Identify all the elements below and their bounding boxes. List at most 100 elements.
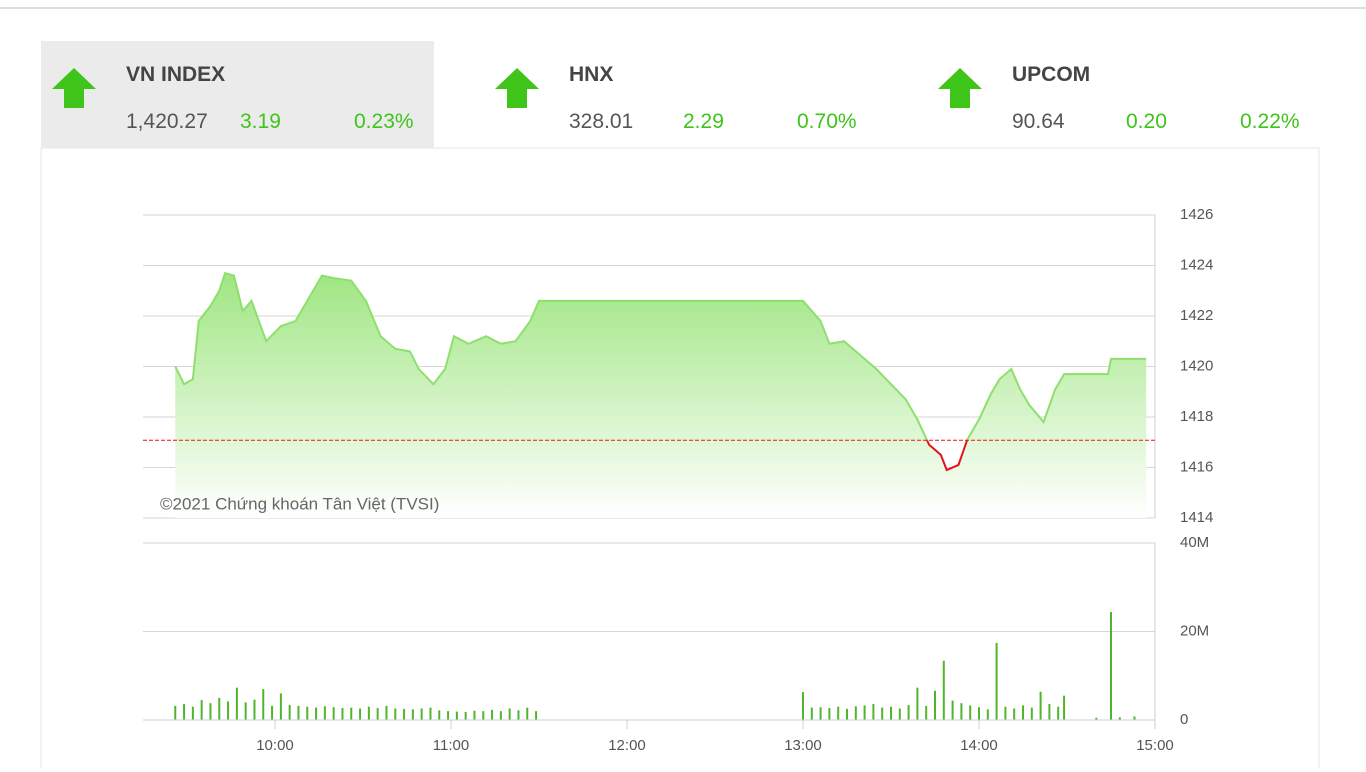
volume-bar bbox=[960, 703, 963, 720]
index-percent: 0.70% bbox=[797, 110, 857, 133]
volume-bar bbox=[227, 701, 230, 720]
volume-bar bbox=[271, 705, 274, 720]
volume-bar bbox=[1063, 695, 1066, 720]
volume-bar bbox=[1095, 717, 1098, 720]
x-tick-label: 14:00 bbox=[960, 737, 998, 754]
volume-bar bbox=[828, 708, 831, 720]
y-tick-label: 1426 bbox=[1180, 206, 1213, 223]
volume-bar bbox=[951, 700, 954, 720]
volume-bar bbox=[262, 689, 265, 720]
volume-bar bbox=[863, 705, 866, 720]
index-change: 2.29 bbox=[683, 110, 724, 133]
volume-bar bbox=[837, 706, 840, 720]
index-value: 1,420.27 bbox=[126, 110, 208, 133]
volume-bar bbox=[200, 700, 203, 720]
volume-bar bbox=[209, 703, 212, 720]
volume-bar bbox=[332, 707, 335, 720]
volume-bar bbox=[1039, 691, 1042, 720]
volume-bar bbox=[1013, 708, 1016, 720]
volume-bar bbox=[1110, 612, 1112, 720]
index-name: VN INDEX bbox=[126, 63, 225, 86]
volume-bar bbox=[279, 693, 282, 720]
volume-bar bbox=[508, 708, 511, 720]
volume-bar bbox=[323, 706, 326, 720]
volume-bar bbox=[1048, 704, 1051, 720]
volume-bar bbox=[1118, 717, 1121, 720]
volume-bar bbox=[315, 707, 318, 720]
volume-bar bbox=[846, 708, 848, 720]
volume-bar bbox=[995, 643, 998, 720]
volume-bar bbox=[1022, 705, 1024, 720]
volume-bar bbox=[499, 711, 502, 720]
volume-bar bbox=[854, 706, 857, 720]
volume-bar bbox=[297, 705, 300, 720]
price-line bbox=[174, 271, 1147, 441]
volume-bar bbox=[350, 707, 353, 720]
x-tick-label: 12:00 bbox=[608, 737, 646, 754]
index-tab[interactable]: UPCOM 90.64 0.20 0.22% bbox=[938, 63, 1300, 133]
volume-bar bbox=[376, 708, 379, 720]
volume-bar bbox=[802, 692, 804, 720]
volume-bar bbox=[244, 702, 247, 720]
y-tick-label: 1416 bbox=[1180, 458, 1213, 475]
volume-bar bbox=[907, 704, 910, 720]
volume-bar bbox=[482, 711, 485, 720]
volume-bar bbox=[183, 704, 186, 720]
active-tab[interactable] bbox=[41, 41, 434, 148]
y-tick-label: 0 bbox=[1180, 711, 1188, 728]
volume-bar bbox=[969, 705, 972, 720]
index-percent: 0.23% bbox=[354, 110, 414, 133]
volume-bar bbox=[1057, 706, 1060, 720]
y-tick-label: 20M bbox=[1180, 622, 1209, 639]
price-area bbox=[175, 273, 1147, 518]
volume-bar bbox=[447, 711, 450, 720]
index-tab[interactable]: VN INDEX 1,420.27 3.19 0.23% bbox=[52, 63, 414, 133]
copyright: ©2021 Chứng khoán Tân Việt (TVSI) bbox=[160, 494, 439, 513]
volume-bar bbox=[491, 709, 494, 720]
volume-bar bbox=[1004, 706, 1007, 720]
volume-bar bbox=[872, 704, 875, 720]
up-arrow bbox=[495, 68, 539, 108]
volume-bar bbox=[191, 706, 194, 720]
volume-bar bbox=[464, 712, 467, 720]
index-value: 90.64 bbox=[1012, 110, 1065, 133]
index-tab[interactable]: HNX 328.01 2.29 0.70% bbox=[495, 63, 857, 133]
y-tick-label: 1424 bbox=[1180, 256, 1213, 273]
y-tick-label: 40M bbox=[1180, 534, 1209, 551]
volume-bar bbox=[986, 709, 989, 720]
volume-bar bbox=[235, 687, 238, 720]
volume-bar bbox=[367, 706, 370, 720]
x-tick-label: 15:00 bbox=[1136, 737, 1174, 754]
volume-bar bbox=[385, 705, 388, 720]
y-tick-label: 1422 bbox=[1180, 307, 1213, 324]
volume-bar bbox=[1030, 707, 1033, 720]
volume-bar bbox=[942, 660, 945, 720]
volume-bar bbox=[526, 707, 529, 720]
volume-bar bbox=[455, 711, 458, 720]
volume-bar bbox=[429, 707, 432, 720]
volume-bar bbox=[253, 699, 256, 720]
volume-bar bbox=[306, 706, 309, 720]
volume-bar bbox=[438, 710, 441, 720]
x-tick-label: 10:00 bbox=[256, 737, 294, 754]
volume-bar bbox=[420, 708, 423, 720]
up-arrow bbox=[52, 68, 96, 108]
volume-bar bbox=[535, 711, 538, 720]
volume-bar bbox=[881, 707, 884, 720]
volume-bar bbox=[341, 708, 344, 720]
index-change: 3.19 bbox=[240, 110, 281, 133]
volume-bar bbox=[473, 710, 476, 720]
volume-bar bbox=[174, 705, 177, 720]
y-tick-label: 1420 bbox=[1180, 357, 1213, 374]
volume-bar bbox=[411, 709, 414, 720]
index-value: 328.01 bbox=[569, 110, 633, 133]
volume-bar bbox=[359, 708, 362, 720]
volume-bar bbox=[925, 705, 928, 720]
index-name: HNX bbox=[569, 63, 613, 86]
volume-bar bbox=[890, 706, 892, 720]
volume-bar bbox=[288, 704, 291, 720]
volume-bar bbox=[810, 707, 813, 720]
volume-bar bbox=[403, 708, 406, 720]
volume-bar bbox=[1133, 716, 1136, 720]
